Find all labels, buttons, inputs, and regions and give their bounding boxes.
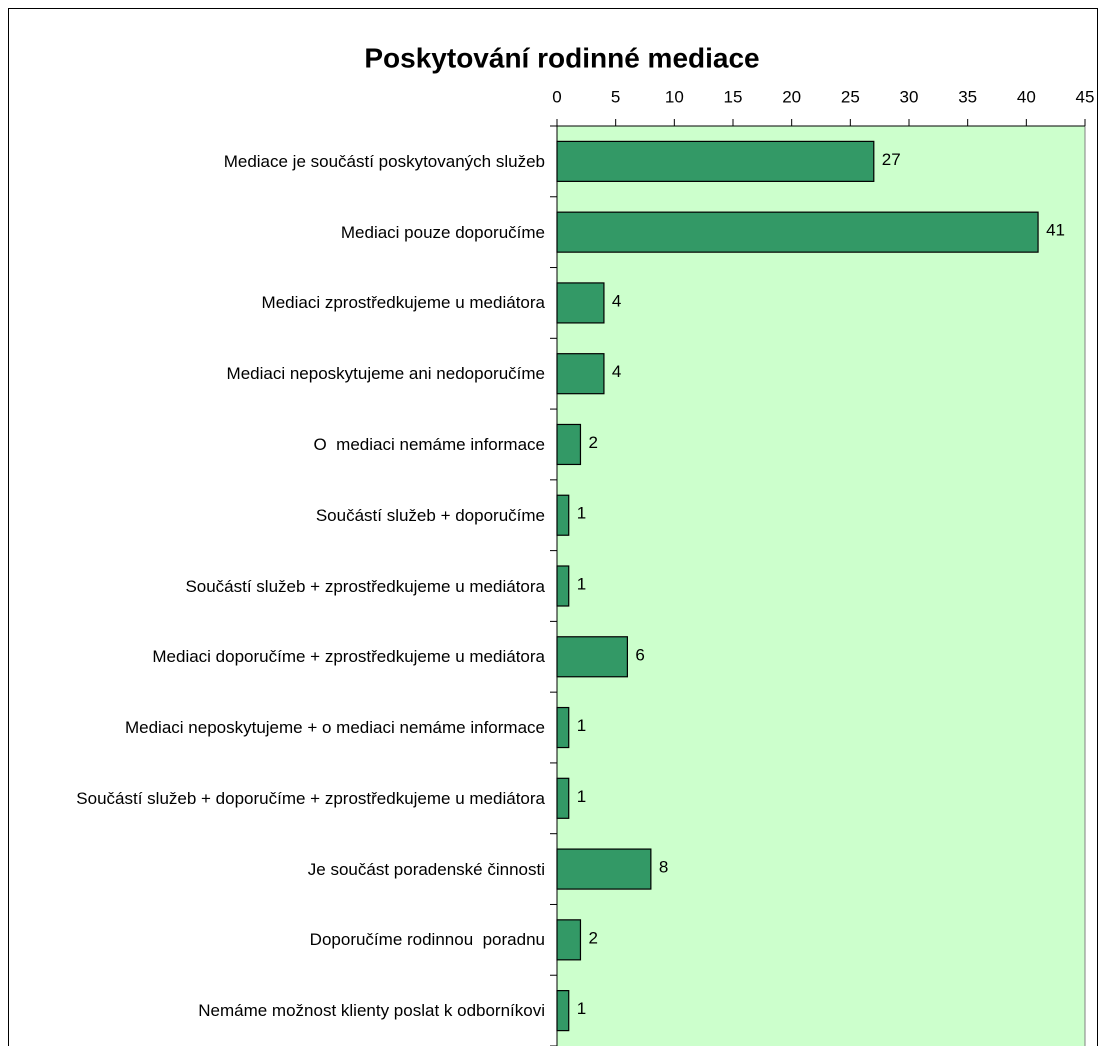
category-label-box: Součástí služeb + zprostředkujeme u medi… (10, 551, 545, 621)
y-tick-label: Mediaci doporučíme + zprostředkujeme u m… (152, 647, 545, 667)
x-tick-label: 0 (552, 87, 561, 106)
value-label: 1 (577, 716, 586, 735)
value-label: 8 (659, 858, 668, 877)
value-label: 1 (577, 787, 586, 806)
category-label-box: Mediaci neposkytujeme + o mediaci nemáme… (10, 693, 545, 763)
y-tick-label: Součástí služeb + zprostředkujeme u medi… (185, 576, 545, 596)
bar (556, 565, 570, 607)
chart-title: Poskytování rodinné mediace (364, 42, 759, 73)
bar (556, 777, 570, 819)
value-label: 2 (588, 433, 597, 452)
category-label-box: Nemáme možnost klienty poslat k odborník… (10, 976, 545, 1046)
bar (556, 848, 652, 890)
value-label: 2 (588, 928, 597, 947)
value-label: 1 (577, 504, 586, 523)
category-label-box: Doporučíme rodinnou poradnu (10, 905, 545, 975)
y-tick-label: Mediaci neposkytujeme ani nedoporučíme (226, 364, 545, 384)
bar (556, 706, 570, 749)
y-tick-label: Je součást poradenské činnosti (307, 859, 545, 879)
value-label: 1 (577, 574, 586, 593)
y-tick-label: Mediaci zprostředkujeme u mediátora (261, 293, 545, 313)
value-label: 6 (635, 645, 644, 664)
category-label-box: Mediaci pouze doporučíme (10, 197, 545, 267)
category-label-box: O mediaci nemáme informace (10, 409, 545, 479)
x-tick-label: 5 (611, 87, 620, 106)
value-label: 4 (612, 291, 621, 310)
y-tick-label: Mediaci neposkytujeme + o mediaci nemáme… (124, 718, 545, 738)
y-tick-label: Mediace je součástí poskytovaných služeb (223, 151, 545, 171)
y-tick-label: Mediaci pouze doporučíme (340, 222, 545, 242)
value-label: 27 (882, 150, 901, 169)
category-label-box: Mediaci neposkytujeme ani nedoporučíme (10, 339, 545, 409)
y-tick-label: Součástí služeb + doporučíme (315, 505, 545, 525)
x-tick-label: 10 (665, 87, 684, 106)
value-label: 41 (1046, 221, 1065, 240)
x-tick-label: 15 (724, 87, 743, 106)
bar (556, 282, 605, 324)
x-tick-label: 40 (1017, 87, 1036, 106)
bar (556, 140, 875, 182)
bar (556, 990, 570, 1032)
plot-area (556, 125, 1086, 1046)
bar (556, 211, 1039, 253)
x-tick-label: 45 (1076, 87, 1095, 106)
y-tick-label: Nemáme možnost klienty poslat k odborník… (198, 1001, 545, 1021)
category-label-box: Mediaci doporučíme + zprostředkujeme u m… (10, 622, 545, 692)
bar (556, 423, 582, 466)
x-tick-label: 30 (900, 87, 919, 106)
x-tick-label: 25 (841, 87, 860, 106)
category-label-box: Mediaci zprostředkujeme u mediátora (10, 268, 545, 338)
category-label-box: Součástí služeb + doporučíme + zprostřed… (10, 763, 545, 833)
y-tick-label: O mediaci nemáme informace (313, 434, 545, 454)
x-tick-label: 20 (782, 87, 801, 106)
bar (556, 919, 582, 961)
bar (556, 636, 629, 678)
category-label-box: Součástí služeb + doporučíme (10, 480, 545, 550)
bar (556, 494, 570, 536)
y-tick-label: Součástí služeb + doporučíme + zprostřed… (76, 788, 545, 808)
category-label-box: Mediace je součástí poskytovaných služeb (10, 126, 545, 196)
x-tick-label: 35 (958, 87, 977, 106)
value-label: 4 (612, 362, 621, 381)
value-label: 1 (577, 999, 586, 1018)
category-label-box: Je součást poradenské činnosti (10, 834, 545, 904)
bar (556, 353, 605, 395)
y-tick-label: Doporučíme rodinnou poradnu (309, 930, 545, 950)
